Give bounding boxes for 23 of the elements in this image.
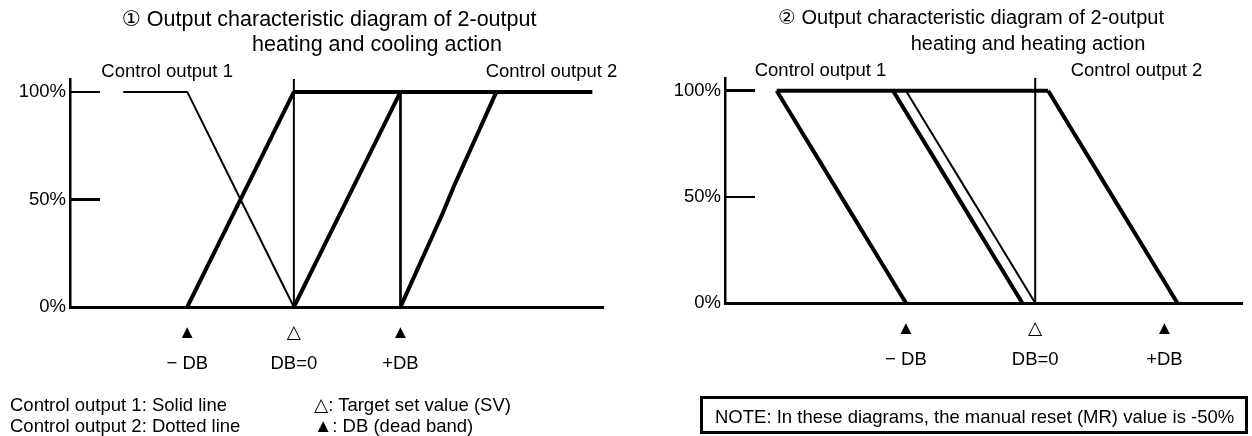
y-tick-label: 100% — [18, 80, 66, 101]
text: △: Target set value (SV) — [314, 394, 511, 415]
x-tick-label: ▲ − DB — [885, 316, 927, 369]
x-tick-label: ▲ − DB — [166, 320, 209, 373]
series-label: Control output 2 — [485, 60, 618, 82]
series-label: Control output 1 — [101, 60, 233, 82]
y-tick-label: 100% — [673, 78, 721, 100]
text: Control output 2: Dotted line — [10, 415, 242, 436]
x-tick-label: △ DB=0 — [1011, 316, 1059, 369]
x-tick-label: △ DB=0 — [270, 320, 318, 373]
y-tick-label: 0% — [694, 291, 721, 313]
note-box: NOTE: In these diagrams, the manual reset (MR) value is -50% — [700, 396, 1248, 434]
series-label: Control output 1 — [754, 59, 887, 81]
x-tick-label: ▲ +DB — [382, 320, 419, 373]
series-label: Control output 2 — [1070, 59, 1203, 81]
text: ▲: DB (dead band) — [314, 415, 475, 436]
y-tick-label: 50% — [28, 187, 66, 209]
x-tick-label: ▲ +DB — [1146, 316, 1183, 369]
y-tick-label: 50% — [683, 184, 721, 206]
y-tick-label: 0% — [39, 295, 66, 317]
chart-title: ① Output characteristic diagram of 2-output heating and cooling action — [121, 7, 538, 57]
text: Control output 1: Solid line — [10, 394, 228, 415]
chart-title: ② Output characteristic diagram of 2-output heating and heating action — [778, 5, 1165, 56]
